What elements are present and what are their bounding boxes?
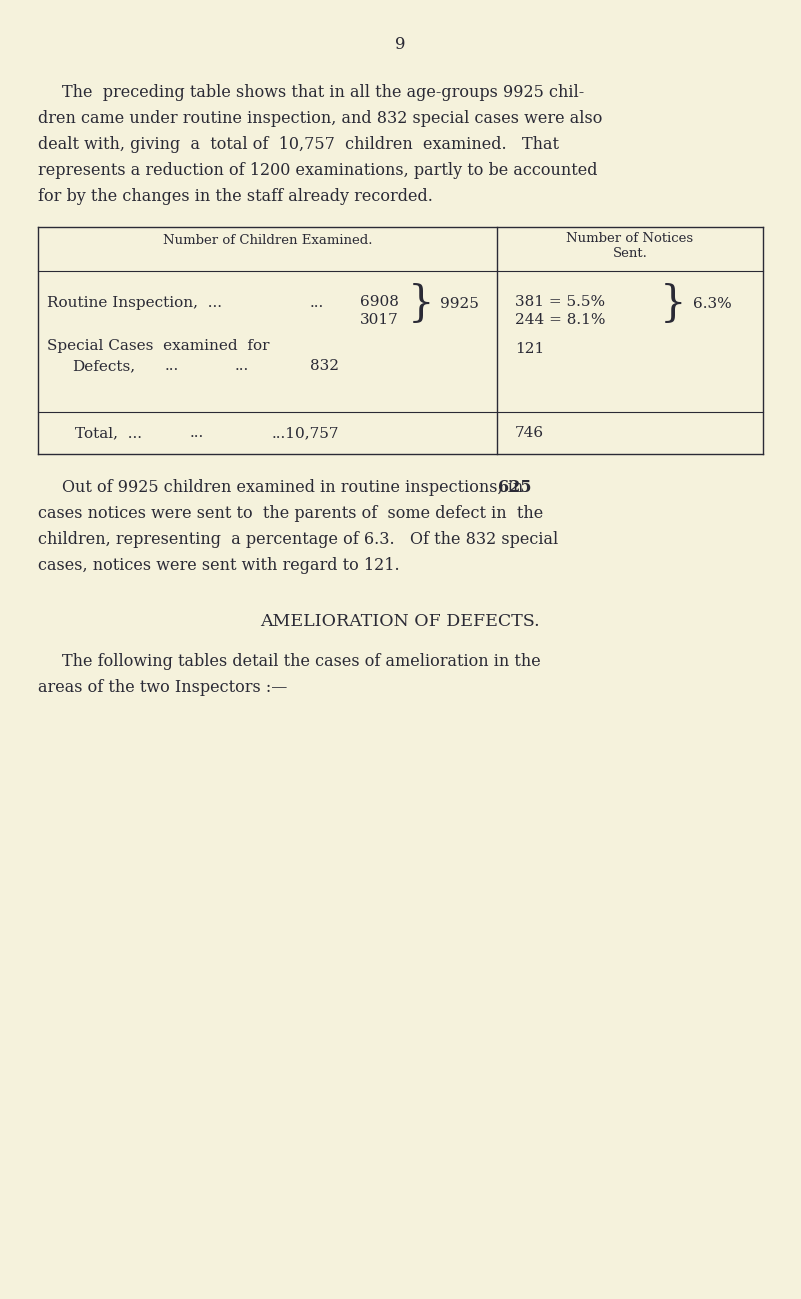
Text: AMELIORATION OF DEFECTS.: AMELIORATION OF DEFECTS. (260, 613, 540, 630)
Text: 625: 625 (498, 479, 532, 496)
Text: 746: 746 (515, 426, 544, 440)
Text: 6908: 6908 (360, 295, 399, 309)
Text: areas of the two Inspectors :—: areas of the two Inspectors :— (38, 679, 288, 696)
Text: The  preceding table shows that in all the age-groups 9925 chil-: The preceding table shows that in all th… (62, 84, 584, 101)
Text: cases notices were sent to  the parents of  some defect in  the: cases notices were sent to the parents o… (38, 505, 543, 522)
Text: 244 = 8.1%: 244 = 8.1% (515, 313, 606, 327)
Text: ...: ... (235, 359, 249, 373)
Text: Routine Inspection,  ...: Routine Inspection, ... (47, 296, 222, 310)
Text: cases, notices were sent with regard to 121.: cases, notices were sent with regard to … (38, 557, 400, 574)
Text: The following tables detail the cases of amelioration in the: The following tables detail the cases of… (62, 653, 541, 670)
Text: }: } (660, 283, 686, 325)
Text: 6.3%: 6.3% (693, 297, 732, 310)
Text: 9: 9 (395, 36, 405, 53)
Text: ...10,757: ...10,757 (272, 426, 340, 440)
Text: Number of Children Examined.: Number of Children Examined. (163, 234, 372, 247)
Text: Total,  ...: Total, ... (75, 426, 142, 440)
Text: 3017: 3017 (360, 313, 399, 327)
Text: Defects,: Defects, (72, 359, 135, 373)
Text: }: } (408, 283, 434, 325)
Text: 832: 832 (310, 359, 339, 373)
Text: for by the changes in the staff already recorded.: for by the changes in the staff already … (38, 188, 433, 205)
Text: 381 = 5.5%: 381 = 5.5% (515, 295, 605, 309)
Text: dealt with, giving  a  total of  10,757  children  examined.   That: dealt with, giving a total of 10,757 chi… (38, 136, 559, 153)
Text: Special Cases  examined  for: Special Cases examined for (47, 339, 269, 353)
Text: 9925: 9925 (440, 297, 479, 310)
Text: Out of 9925 children examined in routine inspections, in: Out of 9925 children examined in routine… (62, 479, 529, 496)
Text: represents a reduction of 1200 examinations, partly to be accounted: represents a reduction of 1200 examinati… (38, 162, 598, 179)
Text: ...: ... (165, 359, 179, 373)
Text: dren came under routine inspection, and 832 special cases were also: dren came under routine inspection, and … (38, 110, 602, 127)
Text: 121: 121 (515, 342, 544, 356)
Text: ...: ... (310, 296, 324, 310)
Text: Number of Notices: Number of Notices (566, 233, 694, 246)
Text: ...: ... (190, 426, 204, 440)
Text: Sent.: Sent. (613, 247, 647, 260)
Text: children, representing  a percentage of 6.3.   Of the 832 special: children, representing a percentage of 6… (38, 531, 558, 548)
